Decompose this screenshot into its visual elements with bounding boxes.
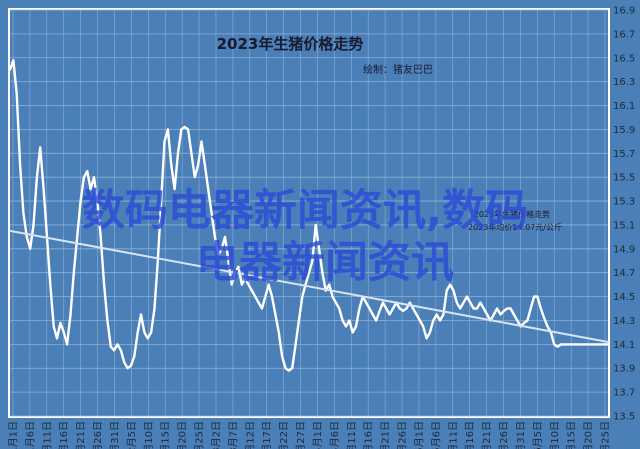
y-tick-label: 13.7 <box>613 388 635 399</box>
y-tick-label: 16.9 <box>613 6 635 17</box>
y-tick-label: 14.9 <box>613 244 635 255</box>
x-tick-label: 6月10日 <box>549 421 561 449</box>
y-tick-label: 14.3 <box>613 316 635 327</box>
y-tick-label: 14.1 <box>613 340 635 351</box>
x-tick-label: 4月26日 <box>397 421 409 449</box>
x-tick-label: 4月1日 <box>312 421 324 449</box>
y-tick-label: 16.5 <box>613 53 635 64</box>
x-tick-label: 5月11日 <box>447 421 459 449</box>
watermark-line-1: 数码电器新闻资讯,数码 <box>82 186 528 236</box>
series-lines <box>8 59 610 372</box>
chart-subtitle: 绘制：猪友巴巴 <box>363 63 433 76</box>
price-series-line <box>8 59 610 372</box>
x-axis-ticks: 1月1日 1月6日 1月11日 1月16日 1月21日 1月26日 1月31日 2月5日 2月1… <box>8 421 612 449</box>
y-tick-label: 14.7 <box>613 268 635 279</box>
y-tick-label: 15.1 <box>613 220 635 231</box>
x-tick-label: 5月1日 <box>413 421 425 449</box>
x-tick-label: 4月21日 <box>380 421 392 449</box>
x-tick-label: 1月16日 <box>58 421 70 449</box>
x-tick-label: 3月2日 <box>210 421 222 449</box>
x-tick-label: 5月6日 <box>430 421 442 449</box>
x-tick-label: 5月21日 <box>481 421 493 449</box>
trend-line <box>9 229 609 343</box>
x-tick-label: 4月16日 <box>363 421 375 449</box>
y-tick-label: 14.5 <box>613 292 635 303</box>
watermark-line-2: 电器新闻资讯 <box>196 238 454 288</box>
x-tick-label: 4月11日 <box>346 421 358 449</box>
chart-title: 2023年生猪价格走势 <box>217 35 364 53</box>
x-tick-label: 3月12日 <box>244 421 256 449</box>
y-axis-ticks: 16.9 16.7 16.5 16.3 16.1 15.9 15.7 15.5 15.3 15.1… <box>613 6 635 423</box>
x-tick-label: 1月26日 <box>92 421 104 449</box>
y-tick-label: 15.3 <box>613 197 635 208</box>
y-tick-label: 15.5 <box>613 173 635 184</box>
x-tick-label: 5月26日 <box>498 421 510 449</box>
x-tick-label: 6月15日 <box>566 421 578 449</box>
x-tick-label: 5月16日 <box>464 421 476 449</box>
x-tick-label: 1月6日 <box>24 421 36 449</box>
x-tick-label: 2月20日 <box>177 421 189 449</box>
x-tick-label: 1月31日 <box>109 421 121 449</box>
y-tick-label: 13.5 <box>613 412 635 423</box>
x-tick-label: 6月20日 <box>583 421 595 449</box>
x-tick-label: 6月25日 <box>600 421 612 449</box>
x-tick-label: 1月21日 <box>75 421 87 449</box>
x-tick-label: 5月31日 <box>515 421 527 449</box>
x-tick-label: 6月5日 <box>532 421 544 449</box>
average-price-note: 2023年均价14.07元/公斤 <box>468 222 562 232</box>
x-tick-label: 2月15日 <box>160 421 172 449</box>
y-tick-label: 16.1 <box>613 101 635 112</box>
inset-title: 2023年生猪价格走势 <box>474 209 550 219</box>
x-tick-label: 4月6日 <box>329 421 341 449</box>
x-tick-label: 2月10日 <box>143 421 155 449</box>
x-tick-label: 2月25日 <box>194 421 206 449</box>
y-tick-label: 15.7 <box>613 149 635 160</box>
y-tick-label: 16.7 <box>613 29 635 40</box>
x-tick-label: 3月22日 <box>278 421 290 449</box>
x-tick-label: 3月17日 <box>261 421 273 449</box>
x-tick-label: 1月11日 <box>41 421 53 449</box>
x-tick-label: 3月27日 <box>295 421 307 449</box>
y-tick-label: 16.3 <box>613 77 635 88</box>
y-tick-label: 13.9 <box>613 364 635 375</box>
x-tick-label: 3月7日 <box>227 421 239 449</box>
y-tick-label: 15.9 <box>613 125 635 136</box>
x-tick-label: 1月1日 <box>8 421 20 449</box>
plot-area <box>10 10 608 416</box>
x-tick-label: 2月5日 <box>126 421 138 449</box>
